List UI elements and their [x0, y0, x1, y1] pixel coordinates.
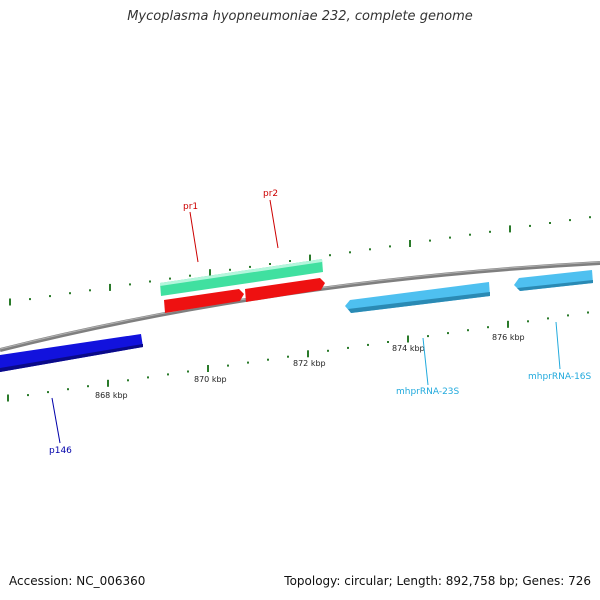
lower-minor-tick [67, 388, 69, 391]
lower-major-tick [307, 350, 309, 358]
rrna-23s-shadow [348, 292, 490, 313]
upper-minor-tick [469, 233, 471, 236]
upper-minor-tick [89, 289, 91, 292]
leader-line-pr1 [189, 211, 199, 263]
scale-label-870kbp: 870 kbp [194, 375, 227, 384]
leader-line-pr2 [269, 199, 279, 249]
lower-minor-tick [287, 355, 289, 358]
upper-minor-tick [189, 274, 191, 277]
upper-major-tick [209, 269, 211, 277]
upper-major-tick [509, 225, 511, 233]
lower-minor-tick [267, 358, 269, 361]
upper-minor-tick [589, 216, 591, 219]
lower-minor-tick [567, 314, 569, 317]
upper-minor-tick [489, 230, 491, 233]
upper-minor-tick [129, 283, 131, 286]
map-title: Mycoplasma hyopneumoniae 232, complete g… [127, 9, 473, 24]
upper-minor-tick [549, 222, 551, 224]
upper-minor-tick [529, 224, 531, 227]
promoter-arrow-pr1[interactable] [164, 289, 244, 313]
upper-major-tick [109, 283, 111, 291]
lower-minor-tick [527, 320, 529, 323]
upper-minor-tick [569, 219, 571, 222]
leader-line-16s [555, 321, 561, 370]
lower-minor-tick [227, 364, 229, 367]
lower-minor-tick [87, 385, 89, 388]
upper-minor-tick [249, 265, 251, 268]
lower-minor-tick [387, 341, 389, 343]
upper-minor-tick [29, 298, 31, 301]
promoter-band[interactable] [160, 259, 323, 296]
accession-text: Accession: NC_006360 [9, 574, 146, 588]
lower-minor-tick [247, 361, 249, 364]
lower-minor-tick [467, 329, 469, 332]
lower-minor-tick [187, 370, 189, 373]
scale-label-868kbp: 868 kbp [95, 391, 128, 400]
lower-minor-tick [327, 349, 329, 352]
lower-major-tick [407, 335, 409, 343]
lower-major-tick [207, 365, 209, 372]
label-mhprRNA-16S: mhprRNA-16S [528, 372, 592, 382]
tick-row-lower [7, 311, 589, 402]
upper-minor-tick [229, 268, 231, 271]
label-pr2: pr2 [263, 189, 278, 199]
label-mhprRNA-23S: mhprRNA-23S [396, 387, 460, 397]
scale-label-876kbp: 876 kbp [492, 333, 525, 342]
lower-minor-tick [147, 376, 149, 379]
lower-minor-tick [487, 326, 489, 329]
upper-major-tick [409, 240, 411, 247]
promoter-arrow-pr2[interactable] [245, 278, 325, 302]
promoter-band-highlight [160, 259, 322, 286]
upper-minor-tick [329, 254, 331, 257]
upper-major-tick [309, 254, 311, 262]
lower-minor-tick [167, 373, 169, 376]
upper-minor-tick [149, 280, 151, 283]
upper-major-tick [9, 298, 11, 306]
upper-minor-tick [369, 248, 371, 251]
label-p146: p146 [49, 446, 72, 456]
scale-label-872kbp: 872 kbp [293, 359, 326, 368]
lower-major-tick [507, 320, 509, 328]
lower-minor-tick [347, 346, 349, 349]
lower-minor-tick [447, 332, 449, 335]
tick-row-upper [9, 216, 591, 306]
upper-minor-tick [429, 239, 431, 242]
scale-label-874kbp: 874 kbp [392, 344, 425, 353]
upper-minor-tick [449, 236, 451, 239]
cds-p146-shadow [0, 344, 143, 372]
lower-minor-tick [27, 394, 29, 397]
rrna-16s-shadow [517, 280, 593, 291]
upper-minor-tick [269, 263, 271, 265]
upper-minor-tick [49, 295, 51, 298]
upper-minor-tick [169, 277, 171, 280]
lower-major-tick [7, 394, 9, 402]
upper-minor-tick [349, 251, 351, 254]
lower-major-tick [107, 379, 109, 387]
upper-minor-tick [389, 245, 391, 248]
topology-info-text: Topology: circular; Length: 892,758 bp; … [284, 574, 591, 588]
rrna-16s-arrow[interactable] [514, 270, 593, 291]
label-pr1: pr1 [183, 202, 198, 212]
lower-minor-tick [47, 391, 49, 394]
leader-line-23s [422, 337, 429, 386]
lower-minor-tick [367, 343, 369, 346]
lower-minor-tick [547, 317, 549, 320]
leader-line-p146 [51, 397, 61, 444]
lower-minor-tick [427, 335, 429, 338]
lower-minor-tick [127, 379, 129, 382]
upper-minor-tick [289, 260, 291, 262]
upper-minor-tick [69, 292, 71, 295]
lower-minor-tick [587, 311, 589, 314]
